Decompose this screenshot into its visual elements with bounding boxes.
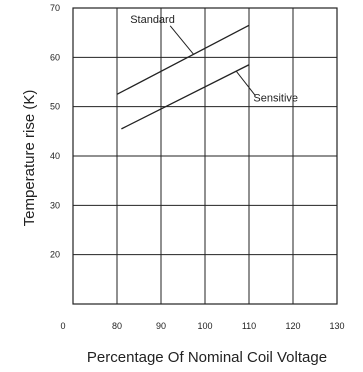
y-tick-label: 30 (50, 200, 60, 210)
y-tick-label: 50 (50, 102, 60, 112)
grid-lines (73, 8, 337, 304)
sensitive-series-line (121, 64, 250, 130)
series-layer: Standard Sensitive (116, 14, 298, 130)
standard-series-label: Standard (130, 14, 175, 26)
y-tick-label: 60 (50, 52, 60, 62)
y-tick-label: 70 (50, 3, 60, 13)
x-axis-title: Percentage Of Nominal Coil Voltage (87, 349, 327, 366)
x-tick-label: 130 (329, 321, 344, 331)
plot-frame (72, 7, 338, 305)
sensitive-series-label: Sensitive (253, 93, 298, 105)
y-tick-labels: 70 60 50 40 30 20 (50, 3, 60, 260)
x-tick-label: 80 (112, 321, 122, 331)
y-tick-label: 20 (50, 250, 60, 260)
y-axis-title: Temperature rise (K) (21, 90, 38, 227)
x-tick-label: 90 (156, 321, 166, 331)
x-tick-label: 0 (60, 321, 65, 331)
y-tick-label: 40 (50, 151, 60, 161)
x-tick-label: 110 (242, 321, 256, 331)
standard-series-line (116, 24, 250, 95)
x-tick-labels: 0 80 90 100 110 120 130 (60, 321, 344, 331)
x-tick-label: 100 (197, 321, 212, 331)
sensitive-leader-line (235, 70, 256, 97)
standard-leader-line (169, 25, 194, 55)
x-tick-label: 120 (285, 321, 300, 331)
